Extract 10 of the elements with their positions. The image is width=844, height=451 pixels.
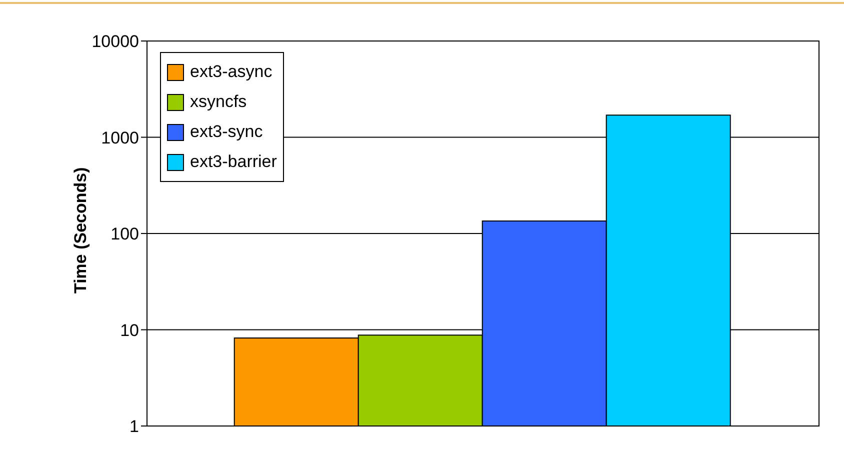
- legend-label: ext3-async: [190, 61, 272, 83]
- y-axis-title: Time (Seconds): [71, 167, 90, 294]
- y-tick-label: 10: [120, 320, 139, 340]
- y-tick-label: 1000: [101, 128, 139, 148]
- legend-label: ext3-barrier: [190, 151, 277, 173]
- y-tick-label: 100: [110, 224, 139, 244]
- y-tick-label: 1: [130, 417, 139, 436]
- legend-label: xsyncfs: [190, 91, 247, 113]
- y-tick-label: 10000: [92, 32, 139, 52]
- legend-label: ext3-sync: [190, 121, 263, 143]
